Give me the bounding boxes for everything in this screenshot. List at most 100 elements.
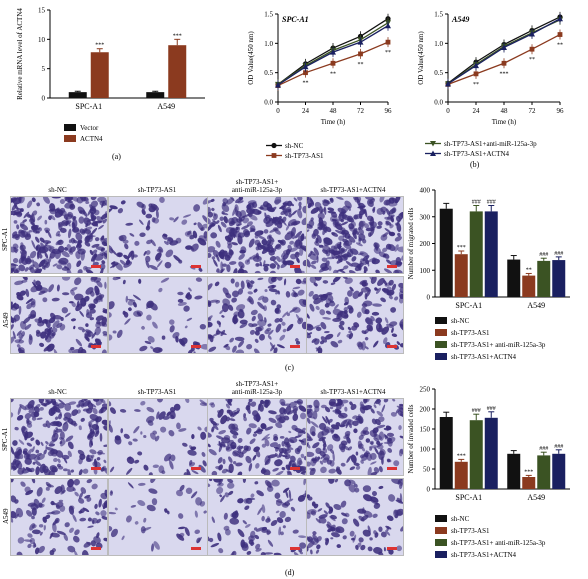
scale-bar bbox=[387, 265, 397, 268]
y-axis-label: Number of invaded cells bbox=[407, 404, 415, 473]
legend-b: sh-NC sh-TP73-AS1 sh-TP73-AS1+anti-miR-125… bbox=[266, 140, 537, 160]
cell-stain-pattern bbox=[307, 277, 403, 353]
col-label-anti-mir: sh-TP73-AS1+ anti-miR-125a-3p bbox=[231, 178, 283, 194]
bar bbox=[484, 417, 498, 489]
bar bbox=[522, 275, 536, 297]
y-tick-label: 10 bbox=[38, 36, 46, 44]
significance-label: ** bbox=[529, 57, 535, 63]
legend-label: sh-TP73-AS1 bbox=[285, 152, 324, 160]
scale-bar bbox=[290, 467, 300, 470]
significance-label: *** bbox=[500, 71, 509, 77]
scale-bar bbox=[290, 547, 300, 550]
row-label-a549-d: A549 bbox=[2, 508, 10, 524]
scale-bar bbox=[290, 265, 300, 268]
significance-label: ### bbox=[539, 252, 548, 258]
legend-label: sh-TP73-AS1+ACTN4 bbox=[451, 551, 517, 559]
y-tick-label: 100 bbox=[420, 446, 431, 454]
data-point bbox=[330, 60, 336, 66]
data-point bbox=[430, 150, 436, 156]
bar bbox=[507, 453, 521, 489]
category-label: SPC-A1 bbox=[455, 301, 482, 310]
data-point bbox=[501, 44, 507, 50]
data-point bbox=[445, 80, 451, 87]
data-point bbox=[358, 51, 363, 57]
micrograph bbox=[306, 276, 404, 354]
chart-b2: 0.0 0.5 1.0 1.5 0 24 48 72 96 Time (h) OD Value(45… bbox=[417, 11, 564, 127]
significance-label: ### bbox=[472, 408, 481, 414]
category-label: A549 bbox=[527, 493, 545, 502]
data-point bbox=[303, 70, 308, 76]
cell-stain-pattern bbox=[11, 399, 107, 475]
x-tick-label: 48 bbox=[501, 107, 509, 115]
bar bbox=[537, 260, 551, 297]
micrograph bbox=[108, 398, 208, 476]
panel-label-d: (d) bbox=[285, 568, 295, 577]
data-point bbox=[385, 39, 391, 45]
cell-stain-pattern bbox=[109, 197, 207, 272]
cell-stain-pattern bbox=[109, 277, 207, 353]
scale-bar bbox=[91, 547, 101, 550]
col-label-sh-tp73-d: sh-TP73-AS1 bbox=[137, 388, 177, 396]
y-tick-label: 1.5 bbox=[264, 11, 273, 19]
significance-label: ** bbox=[526, 267, 532, 273]
micrograph bbox=[10, 276, 108, 354]
col-label-sh-tp73: sh-TP73-AS1 bbox=[137, 186, 177, 194]
category-label: SPC-A1 bbox=[75, 102, 102, 111]
x-tick-label: 72 bbox=[529, 107, 537, 115]
cell-stain-pattern bbox=[307, 479, 403, 555]
chart-d: 0 50 100 150 200 250 Number of invaded cells **… bbox=[407, 386, 570, 559]
category-label: A549 bbox=[527, 301, 545, 310]
y-axis-label: Relative mRNA level of ACTN4 bbox=[16, 8, 24, 100]
chart-a: 0 5 10 15 Relative mRNA level of ACTN4 *** SPC… bbox=[16, 7, 205, 143]
y-tick-label: 5 bbox=[42, 65, 46, 73]
chart-title: SPC-A1 bbox=[282, 15, 309, 24]
micrograph bbox=[10, 196, 108, 274]
x-axis-label: Time (h) bbox=[492, 118, 517, 126]
micrograph bbox=[306, 196, 404, 274]
y-tick-label: 0 bbox=[427, 294, 431, 302]
micrograph bbox=[108, 276, 208, 354]
category-label: SPC-A1 bbox=[455, 493, 482, 502]
cell-stain-pattern bbox=[307, 197, 403, 273]
significance-label: ### bbox=[539, 446, 548, 452]
y-tick-label: 0.0 bbox=[264, 99, 273, 107]
bar bbox=[469, 211, 483, 297]
bar bbox=[469, 420, 483, 489]
y-axis-label: Number of migrated cells bbox=[407, 207, 415, 279]
y-tick-label: 0 bbox=[42, 95, 46, 103]
y-tick-label: 400 bbox=[420, 187, 431, 195]
y-tick-label: 100 bbox=[420, 267, 431, 275]
legend-swatch bbox=[435, 527, 447, 534]
y-tick-label: 200 bbox=[420, 240, 431, 248]
legend-label: sh-TP73-AS1+ACTN4 bbox=[444, 150, 510, 158]
significance-label: *** bbox=[457, 453, 466, 459]
bar bbox=[439, 208, 453, 297]
data-point bbox=[557, 32, 563, 37]
y-tick-label: 1.0 bbox=[434, 40, 443, 48]
cell-stain-pattern bbox=[208, 197, 306, 273]
panel-label-c: (c) bbox=[285, 363, 294, 372]
scale-bar bbox=[191, 547, 201, 550]
bar bbox=[439, 417, 453, 489]
significance-label: ** bbox=[473, 82, 479, 88]
scale-bar bbox=[387, 345, 397, 348]
bar bbox=[522, 477, 536, 489]
data-point bbox=[275, 81, 281, 88]
legend-label: sh-TP73-AS1 bbox=[451, 329, 490, 337]
col-label-actn4: sh-TP73-AS1+ACTN4 bbox=[320, 186, 386, 194]
legend-swatch bbox=[435, 341, 447, 348]
legend-label: sh-TP73-AS1+anti-miR-125a-3p bbox=[444, 140, 537, 148]
micrograph bbox=[10, 398, 108, 476]
significance-label: ### bbox=[472, 200, 481, 206]
micrograph bbox=[306, 478, 404, 556]
x-axis-label: Time (h) bbox=[321, 118, 346, 126]
y-tick-label: 150 bbox=[420, 426, 431, 434]
significance-label: ### bbox=[487, 406, 496, 412]
legend-swatch bbox=[435, 329, 447, 336]
y-tick-label: 250 bbox=[420, 386, 431, 394]
data-point bbox=[357, 39, 364, 45]
y-axis-label: OD Value(450 nm) bbox=[247, 31, 255, 85]
significance-label: *** bbox=[457, 245, 466, 251]
significance-label: ### bbox=[487, 200, 496, 206]
